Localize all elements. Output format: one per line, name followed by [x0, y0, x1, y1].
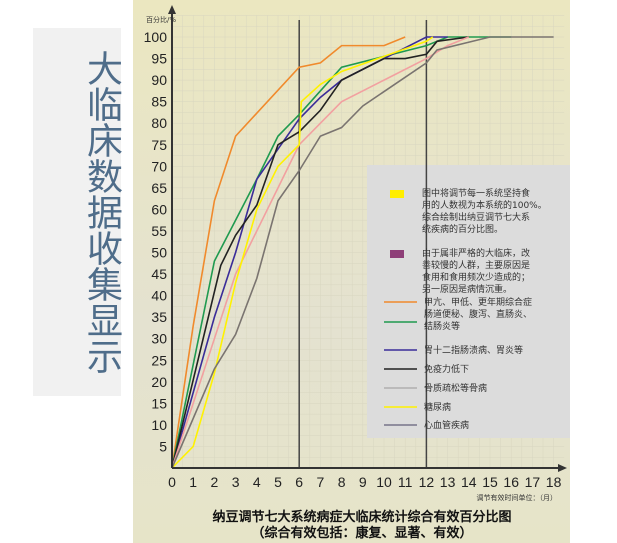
series-line: [171, 36, 512, 469]
x-tick-label: 4: [253, 474, 261, 490]
x-tick-label: 14: [461, 474, 477, 490]
series-lines: [171, 36, 554, 469]
x-tick-label: 0: [168, 474, 176, 490]
y-tick-label: 25: [151, 352, 167, 368]
legend-note-text: 善较慢的人群，主要原因是: [422, 259, 530, 271]
x-tick-label: 16: [503, 474, 519, 490]
y-tick-label: 100: [144, 29, 168, 45]
x-tick-label: 6: [295, 474, 303, 490]
y-tick-label: 35: [151, 309, 167, 325]
legend-note-text: 由于属非严格的大临床，改: [422, 247, 530, 259]
legend-note-text: 食用和食用频次少造成的；: [422, 271, 530, 283]
legend-label: 免疫力低下: [424, 363, 469, 375]
legend-note-swatch: [390, 190, 404, 198]
legend-label: 糖尿病: [424, 401, 451, 413]
x-tick-label: 11: [398, 474, 413, 490]
y-tick-label: 60: [151, 201, 167, 217]
y-tick-label: 90: [151, 72, 167, 88]
axes: 0 1 2 3 4 5 6 7 8 9 10 11 12 13 14 15 16 17 18510152025303…: [144, 5, 567, 490]
y-tick-label: 40: [151, 288, 167, 304]
x-tick-label: 9: [359, 474, 367, 490]
x-axis-label: 调节有效时间单位：（月）: [477, 493, 558, 502]
legend-note-text: 图中将调节每一系统坚持食: [422, 187, 530, 199]
y-tick-label: 85: [151, 94, 167, 110]
series-line: [171, 36, 554, 469]
y-axis-label: 百分比/%: [146, 15, 176, 24]
legend-note-text: 统疾病的百分比图。: [422, 223, 503, 235]
x-tick-label: 13: [440, 474, 456, 490]
x-tick-label: 8: [338, 474, 346, 490]
x-tick-label: 12: [419, 474, 435, 490]
y-tick-label: 80: [151, 115, 167, 131]
reference-lines: [298, 20, 428, 468]
legend-label: 骨质疏松等骨病: [424, 382, 487, 394]
x-tick-label: 15: [482, 474, 498, 490]
x-tick-label: 17: [525, 474, 541, 490]
series-line: [171, 36, 469, 469]
legend-label: 结肠炎等: [424, 320, 460, 332]
x-tick-label: 3: [232, 474, 240, 490]
legend: 图中将调节每一系统坚持食用的人数视为本系统的100%。综合绘制出纳豆调节七大系统…: [384, 187, 547, 431]
y-tick-label: 5: [159, 438, 167, 454]
y-tick-label: 15: [151, 395, 167, 411]
y-tick-label: 70: [151, 158, 167, 174]
legend-note-text: 用的人数视为本系统的100%。: [422, 199, 547, 211]
y-tick-label: 65: [151, 180, 167, 196]
legend-note-text: 另一原因是病情沉重。: [422, 283, 512, 295]
chart-subtitle: （综合有效包括：康复、显著、有效）: [251, 525, 472, 541]
y-axis-arrow-icon: [168, 5, 176, 14]
x-axis-arrow-icon: [558, 464, 567, 472]
legend-label: 肠道便秘、腹泻、直肠炎、: [424, 308, 532, 320]
x-tick-label: 10: [376, 474, 392, 490]
legend-label: 胃十二指肠溃病、胃炎等: [424, 344, 523, 356]
x-tick-label: 18: [546, 474, 562, 490]
series-line: [171, 36, 406, 469]
y-tick-label: 45: [151, 266, 167, 282]
legend-label: 心血管疾病: [424, 419, 469, 431]
x-tick-label: 1: [189, 474, 197, 490]
side-title-panel: 大临床数据收集显示: [33, 28, 122, 396]
y-tick-label: 20: [151, 374, 167, 390]
y-tick-label: 10: [151, 417, 167, 433]
x-tick-label: 5: [274, 474, 282, 490]
y-tick-label: 75: [151, 137, 167, 153]
y-tick-label: 55: [151, 223, 167, 239]
y-tick-label: 30: [151, 331, 167, 347]
x-tick-label: 2: [211, 474, 219, 490]
chart-title: 纳豆调节七大系统病症大临床统计综合有效百分比图: [212, 509, 511, 525]
y-tick-label: 50: [151, 245, 167, 261]
legend-note-swatch: [390, 250, 404, 258]
legend-label: 甲亢、甲低、更年期综合症: [424, 296, 532, 308]
x-tick-label: 7: [317, 474, 325, 490]
y-tick-label: 95: [151, 51, 167, 67]
legend-note-text: 综合绘制出纳豆调节七大系: [422, 211, 530, 223]
side-title: 大临床数据收集显示: [81, 50, 122, 374]
series-line: [171, 36, 434, 469]
